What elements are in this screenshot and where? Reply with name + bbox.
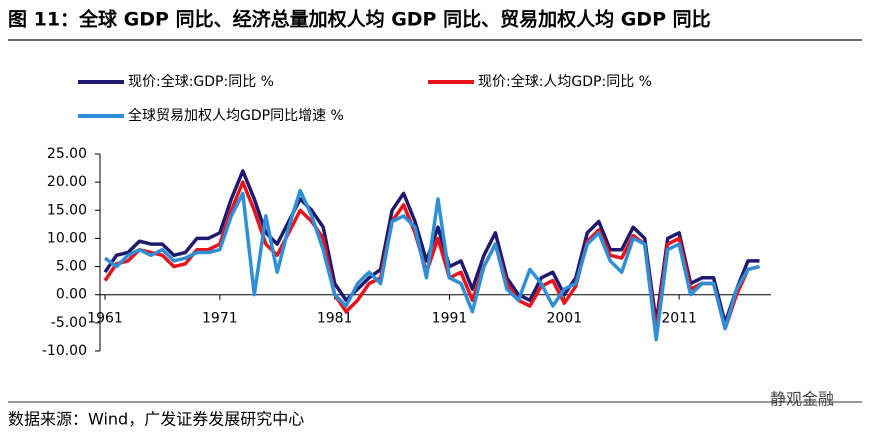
x-tick-label: 1961	[87, 311, 123, 327]
y-tick-label: 25.00	[47, 146, 87, 162]
y-tick-label: 10.00	[47, 230, 87, 246]
chart-title: 图 11：全球 GDP 同比、经济总量加权人均 GDP 同比、贸易加权人均 GD…	[8, 8, 711, 31]
series-line	[103, 188, 760, 342]
legend-label: 现价:全球:人均GDP:同比 %	[478, 73, 652, 90]
x-tick-label: 1981	[317, 311, 353, 327]
source: 数据来源：Wind，广发证券发展研究中心	[8, 410, 304, 429]
watermark: 静观金融	[770, 390, 834, 409]
legend-label: 全球贸易加权人均GDP同比增速 %	[128, 107, 344, 124]
legend-label: 现价:全球:GDP:同比 %	[128, 73, 274, 90]
x-tick-label: 2011	[661, 311, 697, 327]
x-tick-label: 1991	[432, 311, 468, 327]
y-tick-label: 20.00	[47, 174, 87, 190]
x-tick-label: 1971	[202, 311, 238, 327]
y-tick-label: -10.00	[42, 343, 87, 359]
y-tick-label: 5.00	[56, 259, 87, 275]
y-tick-label: 0.00	[56, 287, 87, 303]
x-tick-label: 2001	[546, 311, 582, 327]
y-tick-label: -5.00	[51, 315, 87, 331]
y-tick-label: 15.00	[47, 202, 87, 218]
